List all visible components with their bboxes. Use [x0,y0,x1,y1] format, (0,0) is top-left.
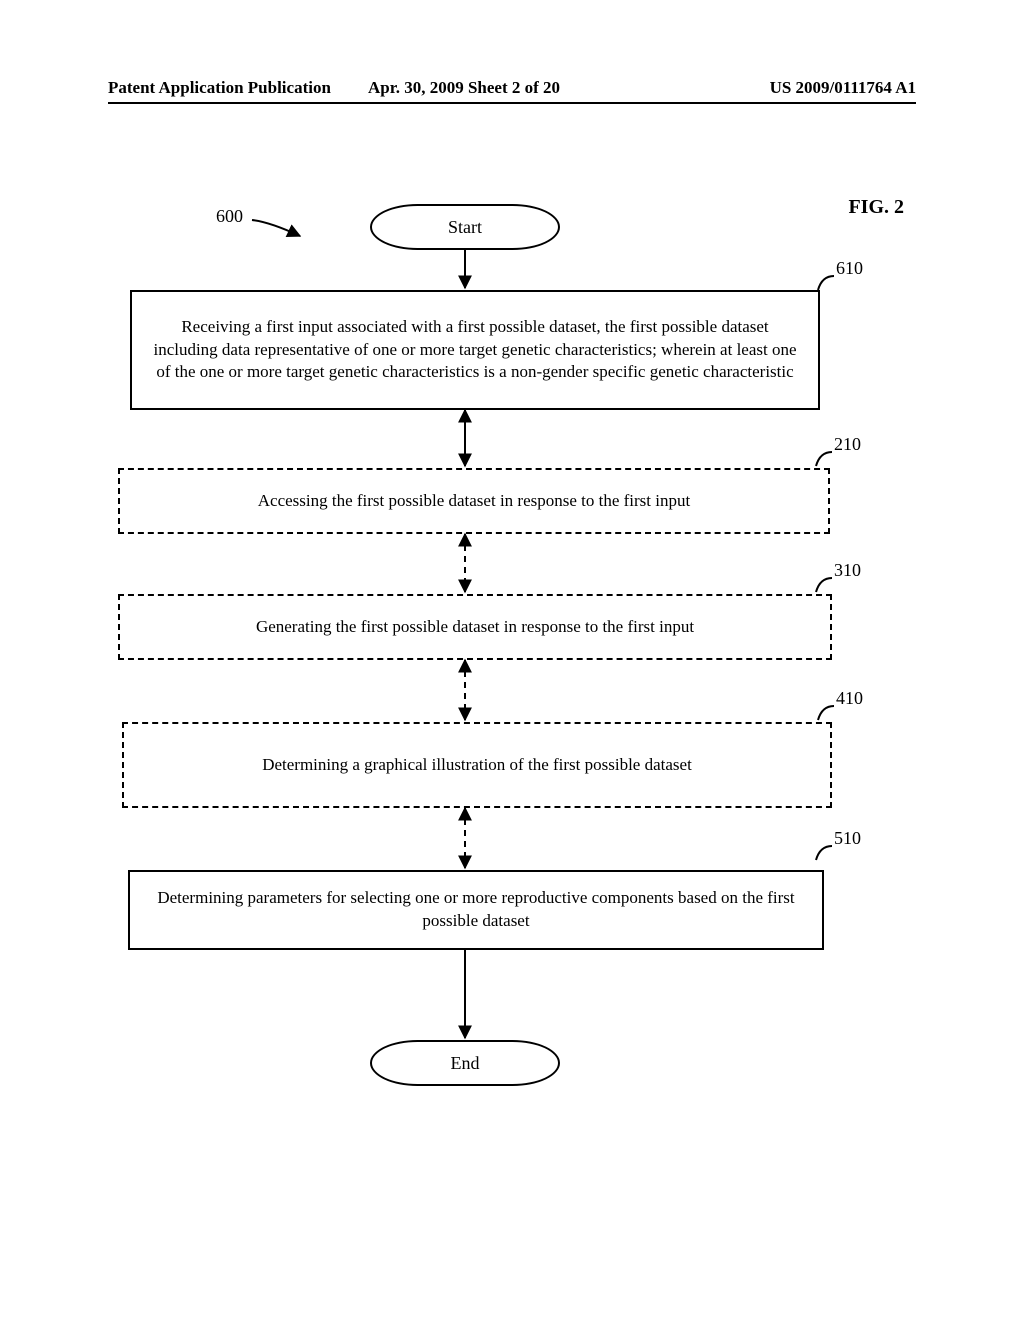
ref-210: 210 [834,434,861,455]
terminator-end-label: End [451,1053,480,1074]
patent-figure-page: Patent Application Publication Apr. 30, … [0,0,1024,1320]
header-left: Patent Application Publication [108,78,331,98]
box-310: Generating the first possible dataset in… [118,594,832,660]
box-410-text: Determining a graphical illustration of … [262,754,692,777]
box-510-text: Determining parameters for selecting one… [148,887,804,933]
box-210-text: Accessing the first possible dataset in … [258,490,690,513]
header-rule [108,102,916,104]
ref-610: 610 [836,258,863,279]
box-310-text: Generating the first possible dataset in… [256,616,694,639]
terminator-start: Start [370,204,560,250]
ref-600: 600 [216,206,243,227]
box-410: Determining a graphical illustration of … [122,722,832,808]
terminator-start-label: Start [448,217,482,238]
ref-510: 510 [834,828,861,849]
figure-label: FIG. 2 [848,196,904,219]
box-210: Accessing the first possible dataset in … [118,468,830,534]
box-610-text: Receiving a first input associated with … [150,316,800,385]
box-510: Determining parameters for selecting one… [128,870,824,950]
box-610: Receiving a first input associated with … [130,290,820,410]
header-right: US 2009/0111764 A1 [770,78,916,98]
terminator-end: End [370,1040,560,1086]
header-middle: Apr. 30, 2009 Sheet 2 of 20 [368,78,560,98]
ref-310: 310 [834,560,861,581]
ref-410: 410 [836,688,863,709]
